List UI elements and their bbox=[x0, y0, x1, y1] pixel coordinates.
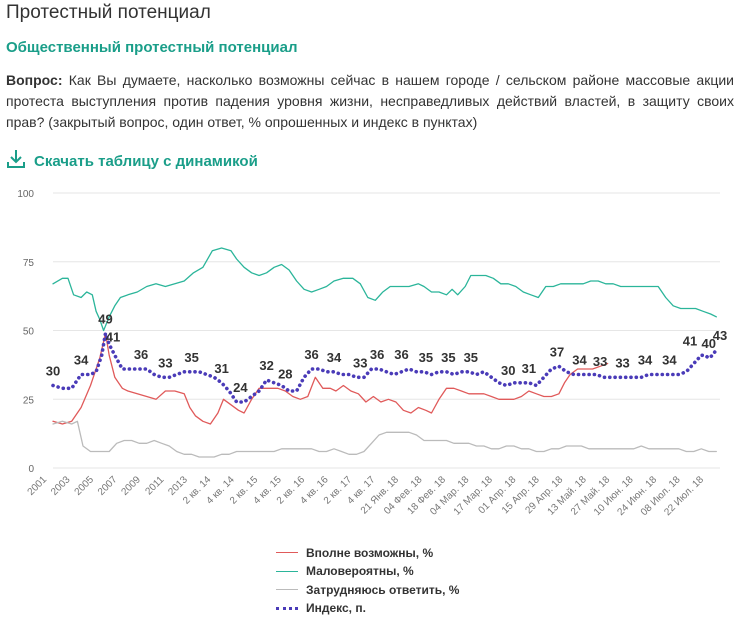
question-text: Как Вы думаете, насколько возможны сейча… bbox=[6, 72, 734, 130]
data-label: 34 bbox=[74, 353, 89, 368]
data-label: 28 bbox=[278, 366, 292, 381]
data-label: 36 bbox=[370, 347, 384, 362]
data-label: 34 bbox=[572, 353, 587, 368]
y-tick-label: 0 bbox=[28, 464, 34, 475]
legend-label: Вполне возможны, % bbox=[306, 545, 434, 560]
data-label: 30 bbox=[501, 363, 515, 378]
series-line-4 bbox=[51, 331, 719, 404]
data-label: 37 bbox=[550, 344, 564, 359]
legend-swatch bbox=[276, 589, 298, 590]
data-label: 49 bbox=[98, 311, 112, 326]
series-line-3 bbox=[52, 420, 717, 458]
legend-label: Маловероятны, % bbox=[306, 564, 414, 578]
data-label: 30 bbox=[46, 364, 60, 379]
y-tick-label: 75 bbox=[23, 258, 35, 269]
data-label: 41 bbox=[106, 330, 120, 345]
data-label: 33 bbox=[615, 355, 629, 370]
data-label: 34 bbox=[327, 350, 342, 365]
legend-swatch bbox=[276, 606, 298, 610]
data-label: 31 bbox=[522, 361, 536, 376]
series-line-2 bbox=[52, 247, 717, 332]
data-label: 34 bbox=[662, 353, 677, 368]
data-label: 40 bbox=[702, 336, 716, 351]
question-label: Вопрос: bbox=[6, 72, 63, 88]
x-tick-label: 2001 bbox=[26, 474, 50, 498]
data-label: 35 bbox=[419, 350, 433, 365]
data-label: 43 bbox=[713, 328, 727, 343]
legend-item[interactable]: Вполне возможны, % bbox=[276, 544, 459, 561]
data-label: 33 bbox=[593, 354, 607, 369]
data-label: 35 bbox=[184, 350, 198, 365]
data-label: 35 bbox=[441, 350, 455, 365]
data-label: 34 bbox=[638, 353, 653, 368]
data-label: 41 bbox=[683, 333, 697, 348]
data-label: 31 bbox=[214, 361, 228, 376]
section-title: Общественный протестный потенциал bbox=[6, 39, 298, 56]
legend-swatch bbox=[276, 570, 298, 572]
y-tick-label: 100 bbox=[17, 189, 34, 200]
data-label: 33 bbox=[353, 355, 367, 370]
series-line-1 bbox=[52, 332, 609, 425]
x-tick-label: 2009 bbox=[119, 474, 143, 498]
data-label: 36 bbox=[304, 347, 318, 362]
legend-swatch bbox=[276, 552, 298, 553]
download-label: Скачать таблицу с динамикой bbox=[34, 153, 258, 170]
data-label: 36 bbox=[394, 347, 408, 362]
y-tick-label: 25 bbox=[23, 395, 35, 406]
data-label: 33 bbox=[158, 355, 172, 370]
legend: Вполне возможны, % Маловероятны, % Затрудн… bbox=[276, 544, 459, 618]
legend-item[interactable]: Индекс, п. bbox=[276, 600, 459, 617]
x-tick-label: 2011 bbox=[143, 474, 166, 497]
data-label: 32 bbox=[259, 358, 273, 373]
legend-label: Затрудняюсь ответить, % bbox=[306, 582, 460, 597]
x-tick-label: 2007 bbox=[96, 474, 120, 498]
x-tick-label: 2005 bbox=[73, 474, 97, 498]
page-title: Протестный потенциал bbox=[6, 2, 211, 23]
data-label: 24 bbox=[233, 380, 248, 395]
data-label: 35 bbox=[464, 350, 478, 365]
question-block: Вопрос: Как Вы думаете, насколько возмож… bbox=[6, 70, 734, 133]
x-tick-label: 2003 bbox=[49, 474, 73, 498]
data-label: 36 bbox=[134, 347, 148, 362]
download-link[interactable]: Скачать таблицу с динамикой bbox=[6, 148, 258, 175]
legend-item[interactable]: Затрудняюсь ответить, % bbox=[276, 581, 459, 598]
download-icon bbox=[6, 148, 26, 175]
legend-item[interactable]: Маловероятны, % bbox=[276, 563, 459, 580]
legend-label: Индекс, п. bbox=[306, 601, 366, 615]
y-tick-label: 50 bbox=[23, 327, 35, 338]
